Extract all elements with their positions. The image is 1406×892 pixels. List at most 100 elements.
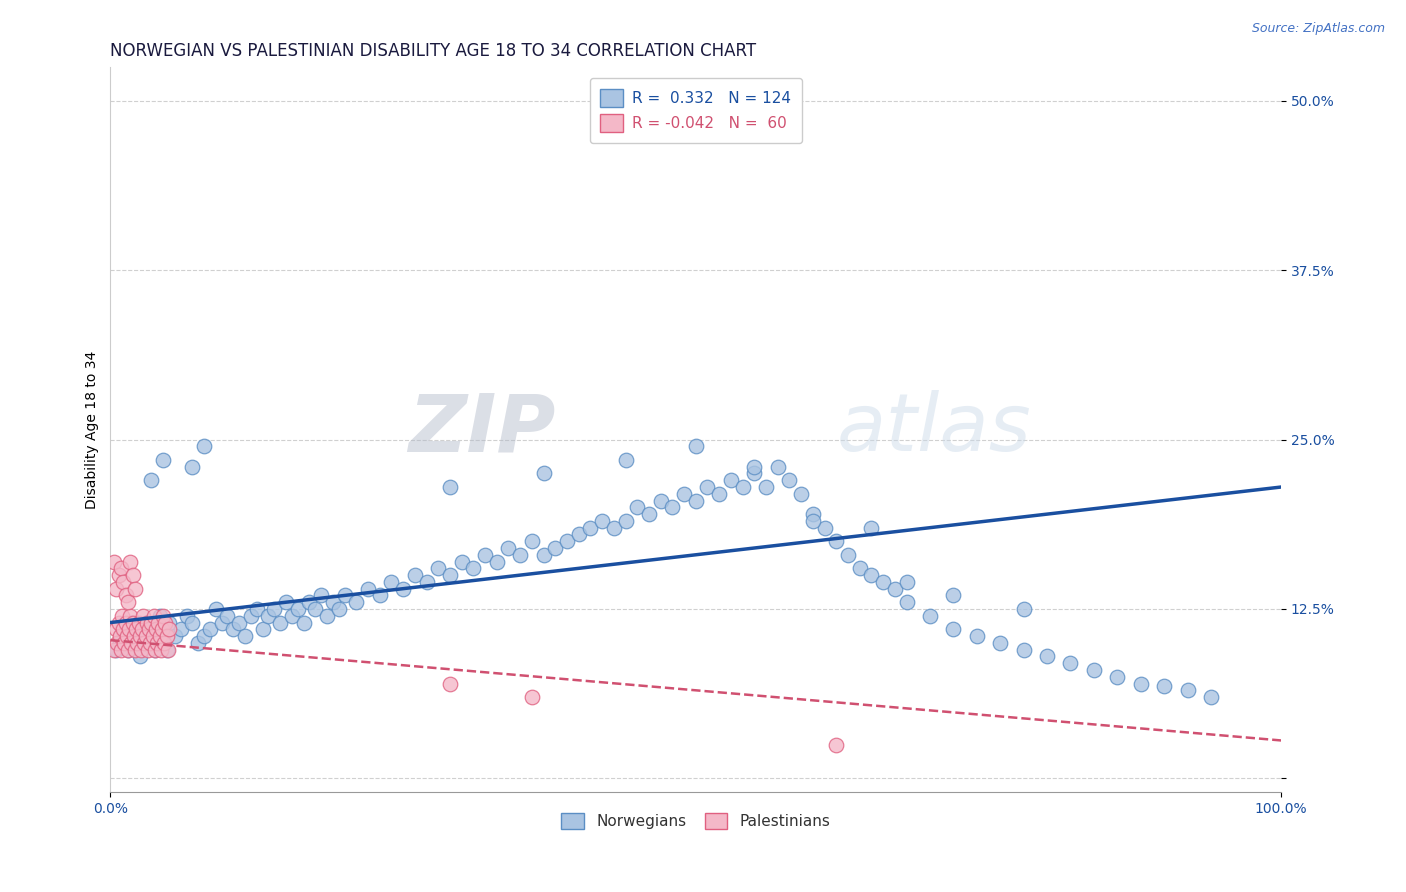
Point — [790, 487, 813, 501]
Point — [322, 595, 344, 609]
Point — [136, 636, 159, 650]
Point — [966, 629, 988, 643]
Point — [139, 636, 162, 650]
Point — [146, 623, 169, 637]
Point — [114, 636, 136, 650]
Point — [117, 642, 139, 657]
Point — [110, 642, 132, 657]
Point — [392, 582, 415, 596]
Point — [744, 459, 766, 474]
Point — [107, 636, 129, 650]
Point — [860, 521, 883, 535]
Point — [509, 548, 531, 562]
Point — [120, 555, 142, 569]
Point — [579, 521, 602, 535]
Point — [766, 459, 789, 474]
Point — [1083, 663, 1105, 677]
Point — [813, 521, 835, 535]
Point — [222, 623, 245, 637]
Point — [112, 574, 135, 589]
Point — [404, 568, 426, 582]
Point — [152, 608, 174, 623]
Point — [685, 493, 707, 508]
Point — [152, 636, 174, 650]
Point — [1153, 679, 1175, 693]
Point — [1199, 690, 1222, 704]
Point — [114, 589, 136, 603]
Point — [150, 623, 173, 637]
Point — [309, 589, 332, 603]
Point — [533, 548, 555, 562]
Point — [685, 439, 707, 453]
Point — [122, 636, 145, 650]
Point — [121, 615, 143, 630]
Point — [198, 623, 221, 637]
Point — [132, 608, 155, 623]
Point — [368, 589, 391, 603]
Point — [217, 608, 239, 623]
Point — [860, 568, 883, 582]
Point — [128, 629, 150, 643]
Point — [568, 527, 591, 541]
Point — [778, 473, 800, 487]
Point — [274, 595, 297, 609]
Point — [661, 500, 683, 515]
Point — [942, 623, 965, 637]
Point — [837, 548, 859, 562]
Point — [1177, 683, 1199, 698]
Point — [141, 615, 163, 630]
Point — [111, 623, 134, 637]
Point — [1059, 657, 1081, 671]
Point — [103, 642, 125, 657]
Point — [135, 615, 157, 630]
Point — [239, 608, 262, 623]
Point — [463, 561, 485, 575]
Point — [603, 521, 626, 535]
Point — [105, 623, 128, 637]
Point — [485, 555, 508, 569]
Point — [333, 589, 356, 603]
Text: atlas: atlas — [837, 391, 1031, 468]
Point — [108, 629, 131, 643]
Point — [121, 615, 143, 630]
Point — [211, 615, 233, 630]
Point — [520, 534, 543, 549]
Point — [709, 487, 731, 501]
Point — [127, 636, 149, 650]
Point — [228, 615, 250, 630]
Point — [118, 623, 141, 637]
Point — [135, 615, 157, 630]
Point — [155, 615, 177, 630]
Point — [1129, 676, 1152, 690]
Point — [143, 642, 166, 657]
Point — [107, 568, 129, 582]
Point — [555, 534, 578, 549]
Point — [204, 602, 226, 616]
Point — [544, 541, 567, 555]
Point — [163, 629, 186, 643]
Point — [108, 636, 131, 650]
Point — [533, 467, 555, 481]
Point — [141, 629, 163, 643]
Point — [145, 623, 167, 637]
Point — [149, 629, 172, 643]
Point — [131, 623, 153, 637]
Point — [263, 602, 285, 616]
Point — [520, 690, 543, 704]
Point — [696, 480, 718, 494]
Point — [825, 534, 848, 549]
Point — [121, 568, 143, 582]
Point — [112, 623, 135, 637]
Point — [316, 608, 339, 623]
Point — [128, 615, 150, 630]
Point — [105, 642, 128, 657]
Point — [134, 636, 156, 650]
Point — [156, 642, 179, 657]
Point — [181, 615, 204, 630]
Point — [107, 615, 129, 630]
Point — [439, 676, 461, 690]
Point — [124, 582, 146, 596]
Point — [135, 629, 157, 643]
Point — [825, 738, 848, 752]
Point — [117, 595, 139, 609]
